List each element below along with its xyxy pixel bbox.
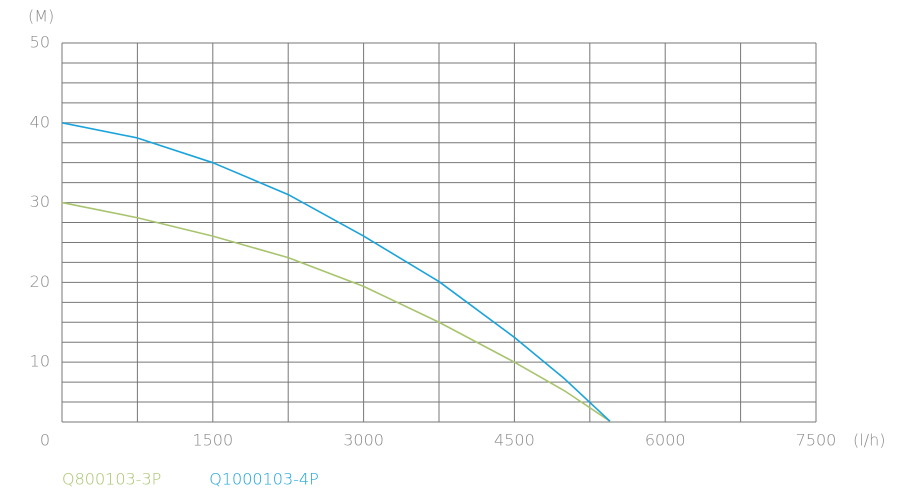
- y-tick-label: 10: [30, 352, 50, 371]
- legend-label: Q800103-3P: [62, 470, 161, 489]
- x-tick-label: 4500: [494, 431, 535, 450]
- x-tick-label: 7500: [796, 431, 837, 450]
- y-tick-label: 40: [30, 112, 50, 131]
- x-tick-label: 0: [40, 431, 50, 450]
- y-tick-label: 30: [30, 192, 50, 211]
- series-line: [61, 122, 611, 422]
- y-tick-label: 50: [30, 33, 50, 52]
- x-axis-label: (l/h): [853, 431, 885, 450]
- legend-label: Q1000103-4P: [209, 470, 318, 489]
- x-tick-label: 1500: [192, 431, 233, 450]
- y-tick-label: 20: [30, 272, 50, 291]
- x-tick-label: 3000: [343, 431, 384, 450]
- y-axis-label: (M): [28, 7, 54, 26]
- series-line: [61, 201, 611, 422]
- x-tick-label: 6000: [645, 431, 686, 450]
